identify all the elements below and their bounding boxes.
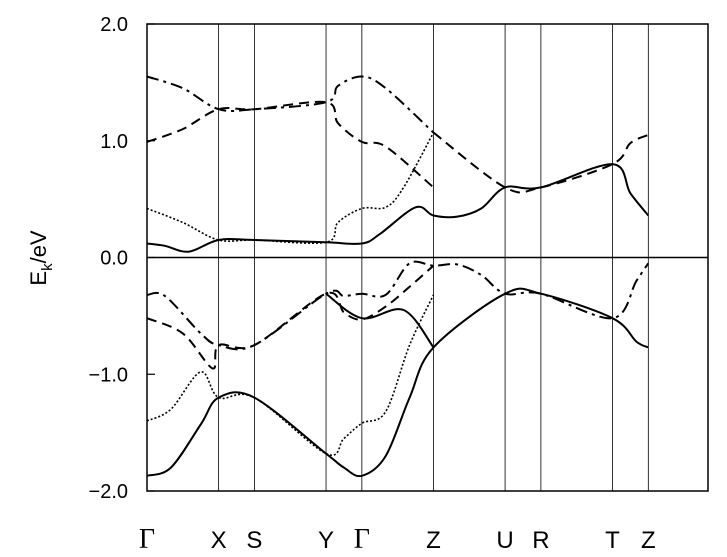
kpoint-label: Z (641, 527, 656, 554)
y-axis-label-unit: /eV (26, 230, 51, 263)
y-axis-label: Ek/eV (26, 230, 56, 286)
band-line-dashdot (146, 260, 650, 351)
y-axis-label-subscript: k (39, 263, 56, 271)
band-curves (146, 75, 650, 478)
band-line-dashed (432, 131, 649, 194)
band-line-dashed (146, 264, 435, 370)
kpoint-label: R (532, 527, 549, 554)
kpoint-label: S (246, 527, 262, 554)
y-tick-label: −1.0 (89, 364, 128, 386)
band-line-solid (325, 292, 435, 349)
kpoint-label: T (605, 527, 620, 554)
y-tick-label: −2.0 (89, 481, 128, 503)
y-axis-label-symbol: E (26, 271, 51, 286)
kpoint-label: Γ (354, 524, 370, 555)
y-tick-label: 2.0 (100, 14, 128, 36)
band-line-solid (146, 287, 649, 478)
kpoint-label: U (496, 527, 513, 554)
band-line-dotted (146, 132, 435, 245)
y-axis-ticks: 2.0 1.0 0.0 −1.0 −2.0 (89, 14, 155, 503)
kpoint-label: X (211, 527, 227, 554)
y-tick-label: 1.0 (100, 131, 128, 153)
kpoint-label: Z (426, 527, 441, 554)
kpoint-label: Γ (139, 524, 155, 555)
y-tick-label: 0.0 (100, 248, 128, 270)
band-line-dashed (146, 100, 435, 189)
band-line-dashdot (146, 75, 435, 134)
band-line-solid (146, 163, 650, 253)
kpoint-label: Y (318, 527, 334, 554)
